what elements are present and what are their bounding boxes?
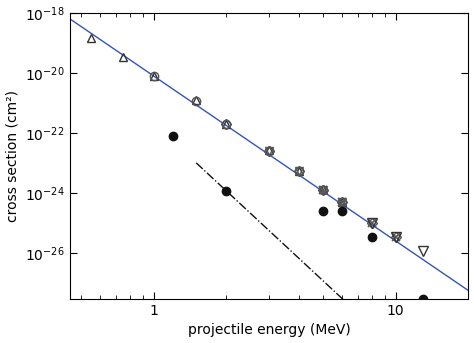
Y-axis label: cross section (cm²): cross section (cm²) (6, 90, 19, 222)
X-axis label: projectile energy (MeV): projectile energy (MeV) (188, 323, 350, 338)
